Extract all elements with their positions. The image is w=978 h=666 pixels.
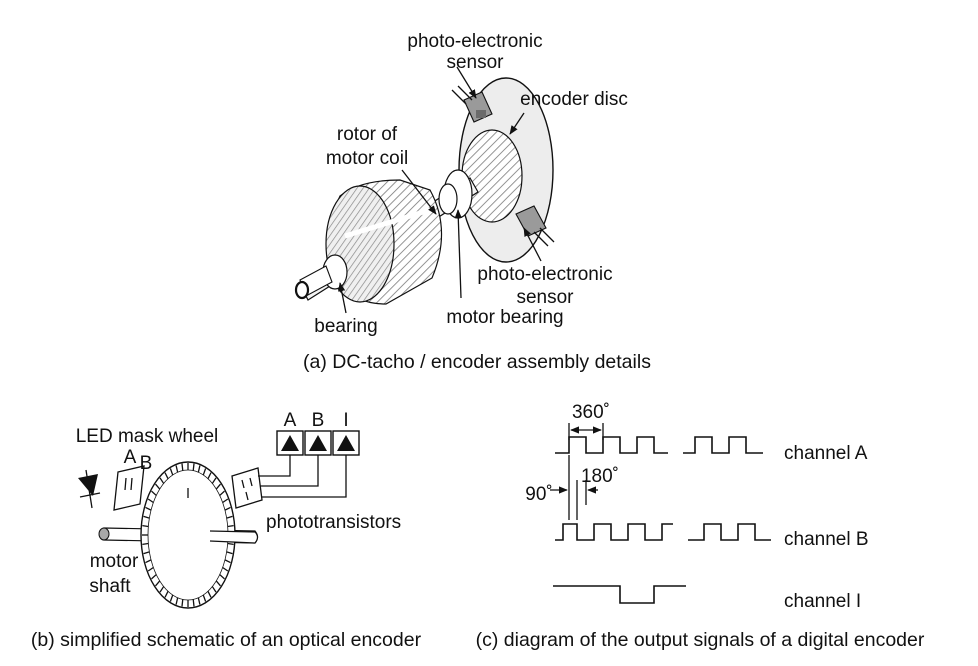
- sensor-bottom-label-line1: photo-electronic: [477, 264, 612, 285]
- channel-b-box-label: B: [312, 410, 325, 431]
- caption-a: (a) DC-tacho / encoder assembly details: [303, 351, 651, 373]
- code-wheel-tick: [227, 524, 234, 528]
- panel-b-schematic: LED mask wheel A B: [31, 410, 422, 651]
- code-wheel-tick: [175, 465, 179, 473]
- panel-c-signals: 360˚ channel A 180˚ 90˚ channel B channe…: [476, 402, 925, 651]
- code-wheel-tick: [169, 468, 174, 476]
- code-wheel-tick: [164, 472, 169, 479]
- code-wheel-tick: [147, 498, 154, 504]
- code-wheel-tick: [207, 591, 212, 598]
- code-wheel-tick: [227, 542, 234, 546]
- sensor-bottom-label-line2: sensor: [516, 287, 574, 308]
- code-wheel-tick: [224, 559, 231, 564]
- code-wheel-tick: [145, 559, 152, 564]
- code-wheel-tick: [192, 599, 195, 607]
- code-wheel-tick: [226, 551, 233, 555]
- code-wheel-tick: [211, 586, 217, 593]
- code-wheel-tick: [197, 465, 201, 473]
- code-wheel-tick: [151, 574, 157, 580]
- channel-a-box-label: A: [284, 410, 297, 431]
- code-wheel-tick: [197, 597, 201, 605]
- phototransistors-label: phototransistors: [266, 512, 401, 533]
- code-wheel-tick: [181, 599, 184, 607]
- mask-a-label: A: [124, 447, 137, 468]
- code-wheel-tick: [226, 515, 233, 519]
- code-wheel-tick: [154, 580, 161, 587]
- code-wheel-tick: [192, 463, 195, 471]
- encoder-disc-label: encoder disc: [520, 89, 628, 110]
- code-wheel-tick: [154, 483, 161, 490]
- phototransistor-block: [231, 467, 263, 509]
- mask-b-label: B: [140, 453, 153, 474]
- code-wheel-tick: [215, 580, 222, 587]
- panel-a-assembly: photo-electronic sensor encoder disc rot…: [294, 31, 651, 373]
- channel-b-label: channel B: [784, 529, 869, 550]
- rotor-label-line2: motor coil: [326, 148, 408, 169]
- motor-bearing-label: motor bearing: [446, 307, 563, 328]
- period-label: 360˚: [572, 402, 610, 423]
- code-wheel-tick: [142, 524, 149, 528]
- code-wheel-tick: [151, 490, 157, 496]
- channel-i-label: channel I: [784, 591, 861, 612]
- code-wheel-tick: [219, 490, 225, 496]
- shaft-label: shaft: [89, 576, 131, 597]
- channel-i-box: [332, 430, 360, 456]
- half-period-label: 180˚: [581, 466, 619, 487]
- sensor-top-label-line1: photo-electronic: [407, 31, 542, 52]
- led-mask-wheel-label: LED mask wheel: [76, 426, 219, 447]
- code-wheel-tick: [224, 506, 231, 511]
- code-wheel-tick: [211, 477, 217, 484]
- mask-plate: [113, 465, 145, 511]
- code-wheel-tick: [143, 515, 150, 519]
- channel-i-box-label: I: [343, 410, 348, 431]
- channel-b-waveform: [555, 523, 771, 541]
- code-wheel-tick: [202, 468, 207, 476]
- code-wheel-tick: [147, 566, 154, 572]
- channel-a-box: [276, 430, 304, 456]
- motor-label: motor: [90, 551, 139, 572]
- caption-b: (b) simplified schematic of an optical e…: [31, 629, 422, 651]
- rotor-label-line1: rotor of: [337, 124, 398, 145]
- code-wheel-tick: [159, 586, 165, 593]
- code-wheel-tick: [222, 566, 229, 572]
- code-wheel-tick: [202, 594, 207, 602]
- channel-i-waveform: [553, 585, 686, 604]
- code-wheel-tick: [219, 574, 225, 580]
- shaft-end: [294, 280, 310, 300]
- caption-c: (c) diagram of the output signals of a d…: [476, 629, 925, 651]
- code-wheel-tick: [142, 542, 149, 546]
- led-icon: [78, 469, 101, 509]
- code-wheel-tick: [164, 591, 169, 598]
- code-wheel-tick: [169, 594, 174, 602]
- code-wheel-tick: [215, 483, 222, 490]
- channel-a-label: channel A: [784, 443, 868, 464]
- channel-a-waveform: [555, 436, 763, 454]
- bearing-label: bearing: [314, 316, 377, 337]
- code-wheel-tick: [143, 551, 150, 555]
- code-wheel-tick: [145, 506, 152, 511]
- code-wheel-tick: [159, 477, 165, 484]
- phase-label: 90˚: [525, 484, 552, 505]
- code-wheel-tick: [222, 498, 229, 504]
- encoder-hub: [461, 129, 523, 223]
- channel-b-box: [304, 430, 332, 456]
- code-wheel-tick: [181, 463, 184, 471]
- code-wheel-tick: [175, 597, 179, 605]
- sensor-top-label-line2: sensor: [446, 52, 504, 73]
- code-wheel-tick: [207, 472, 212, 479]
